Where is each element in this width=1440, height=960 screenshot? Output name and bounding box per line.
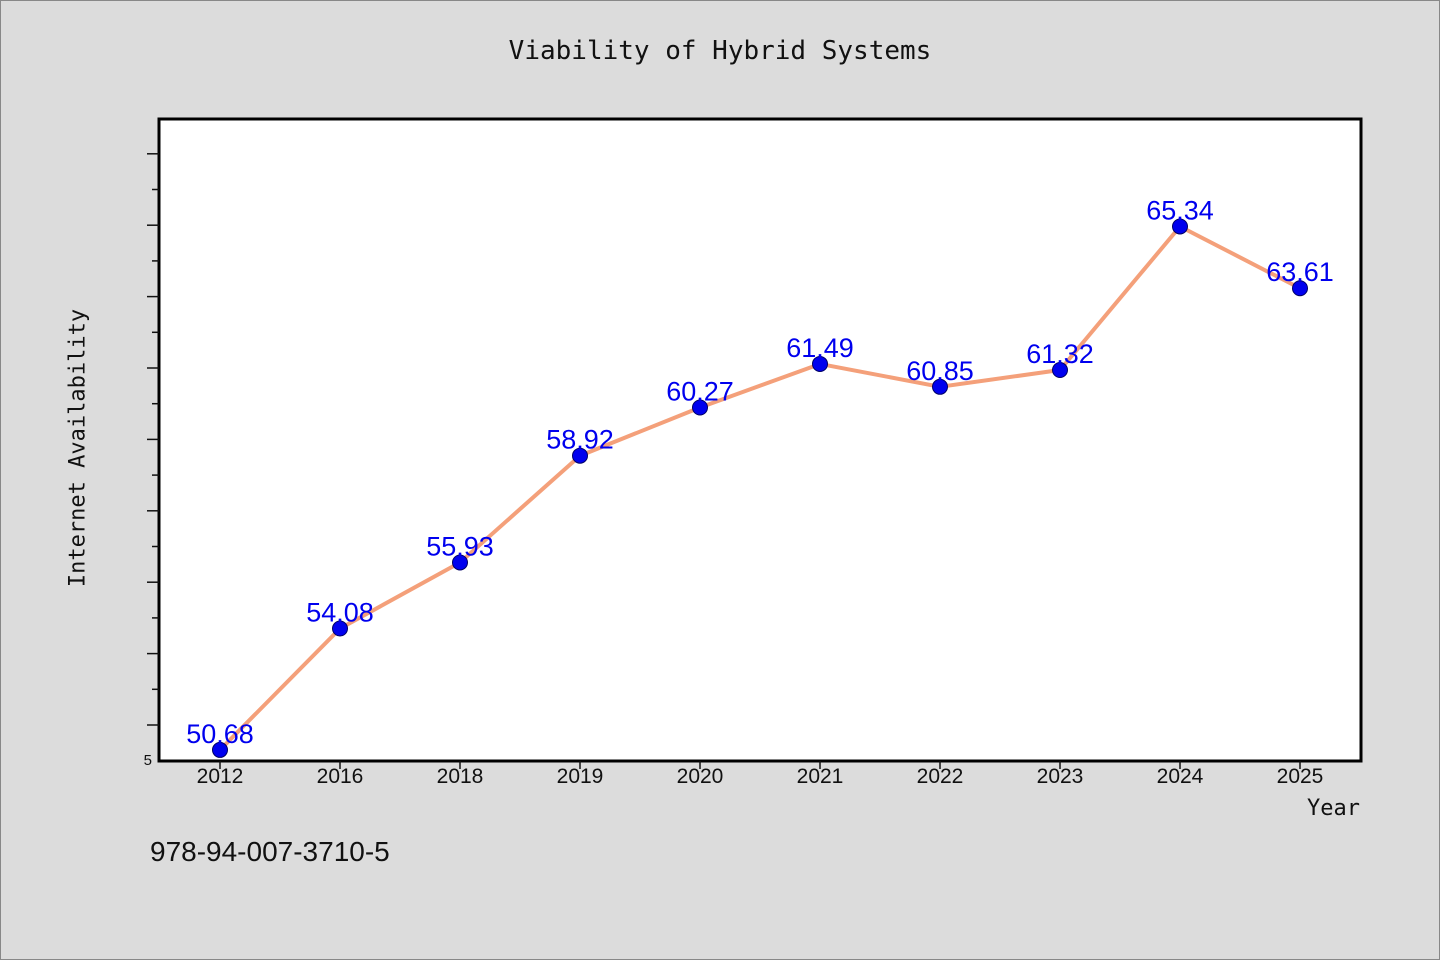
x-tick-label: 2012 (197, 765, 244, 788)
x-tick-label: 2016 (317, 765, 364, 788)
x-tick-label: 2023 (1037, 765, 1084, 788)
x-tick-label: 2020 (677, 765, 724, 788)
x-tick-label: 2021 (797, 765, 844, 788)
series-line (218, 224, 1302, 752)
data-label: 54.08 (306, 598, 374, 628)
data-label: 60.85 (906, 356, 974, 386)
x-tick-label: 2018 (437, 765, 484, 788)
data-label: 61.32 (1026, 339, 1094, 369)
data-point (452, 554, 468, 571)
x-axis-label: Year (1307, 796, 1360, 821)
data-point (1052, 362, 1068, 379)
data-label: 65.34 (1146, 195, 1214, 225)
chart-title: Viability of Hybrid Systems (508, 36, 932, 66)
data-point (572, 447, 588, 464)
data-label: 61.49 (786, 333, 854, 363)
x-tick-label: 2019 (557, 765, 604, 788)
data-label: 55.93 (426, 531, 494, 561)
x-axis-ticks: 2012 2016 2018 2019 2020 2021 2022 2023 2024 2025 (197, 761, 1324, 788)
footer-code: 978-94-007-3710-5 (150, 836, 390, 867)
data-point (212, 741, 228, 758)
plot-area (157, 117, 1363, 763)
x-tick-label: 2022 (917, 765, 964, 788)
data-label: 60.27 (666, 377, 734, 407)
x-tick-label: 2025 (1277, 765, 1324, 788)
data-point (1172, 218, 1188, 235)
data-point (1292, 280, 1308, 297)
data-labels: 50.68 54.08 55.93 58.92 60.27 61.49 60.85 61.32… (186, 195, 1334, 748)
y-axis-ticks: 5 (144, 153, 159, 769)
data-label: 58.92 (546, 425, 614, 455)
data-point (812, 355, 828, 372)
x-tick-label: 2024 (1157, 765, 1204, 788)
data-point (692, 399, 708, 416)
data-points (212, 218, 1308, 758)
y-tick-label: 5 (144, 752, 152, 769)
data-point (932, 378, 948, 395)
data-label: 63.61 (1266, 257, 1334, 287)
data-label: 50.68 (186, 719, 254, 749)
data-point (332, 620, 348, 637)
